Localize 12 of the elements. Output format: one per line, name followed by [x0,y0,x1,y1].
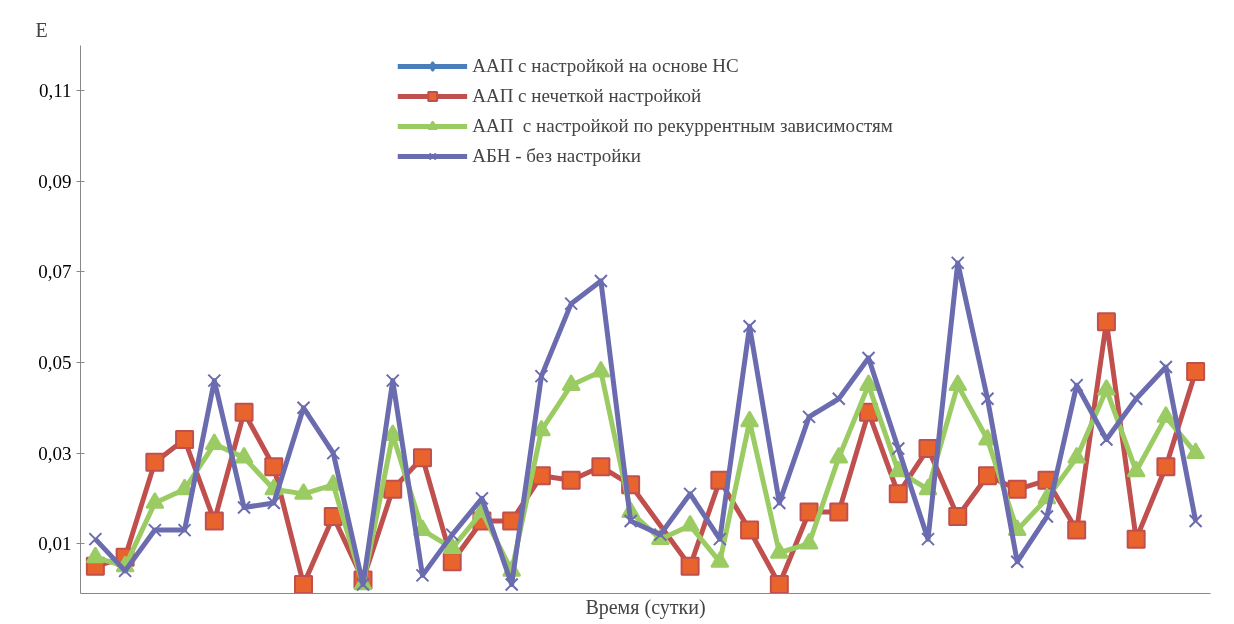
y-tick-label: 0,09 [38,170,72,192]
legend-label: АБН - без настройки [472,145,641,167]
y-tick-label: 0,03 [38,442,72,464]
legend-label: ААП с настройкой на основе НС [472,55,739,77]
y-tick-label: 0,11 [38,80,72,102]
y-tick-label: 0,05 [38,352,72,374]
y-tick-label: 0,01 [38,533,72,555]
legend-label: ААП с нечеткой настройкой [472,85,702,107]
y-tick-label: 0,07 [38,261,72,283]
y-axis-title: E [35,18,48,41]
x-axis-title: Время (сутки) [585,595,706,619]
legend-label: ААП с настройкой по рекуррентным зависимостям [472,115,893,137]
